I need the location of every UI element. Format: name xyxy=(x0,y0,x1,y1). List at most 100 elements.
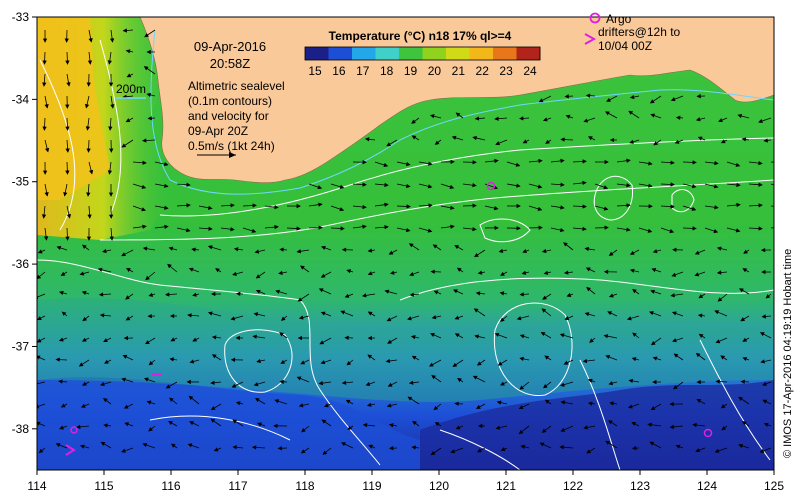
velocity-arrowhead xyxy=(478,423,483,429)
velocity-arrowhead xyxy=(564,316,570,320)
velocity-arrowhead xyxy=(362,204,367,210)
velocity-arrowhead xyxy=(735,162,741,167)
velocity-arrowhead xyxy=(714,161,719,166)
y-tick-label: -34 xyxy=(12,92,30,106)
velocity-arrowhead xyxy=(720,355,726,360)
y-tick-label: -33 xyxy=(12,10,30,24)
velocity-arrowhead xyxy=(545,139,550,144)
velocity-arrowhead xyxy=(78,362,84,367)
velocity-arrowhead xyxy=(518,405,524,409)
velocity-arrowhead xyxy=(275,289,280,294)
velocity-arrowhead xyxy=(58,337,64,342)
argo-legend-line3: 10/04 00Z xyxy=(598,39,652,53)
velocity-arrowhead xyxy=(107,170,113,175)
x-tick-label: 119 xyxy=(362,479,381,493)
velocity-arrowhead xyxy=(560,158,565,164)
velocity-arrowhead xyxy=(37,316,42,320)
velocity-arrowhead xyxy=(186,182,191,187)
velocity-arrowhead xyxy=(649,311,654,316)
velocity-arrowhead xyxy=(320,360,326,365)
velocity-arrowhead xyxy=(516,316,522,321)
velocity-arrow xyxy=(770,227,774,229)
velocity-arrowhead xyxy=(361,293,367,298)
cool-patch-south-east xyxy=(420,380,774,470)
velocity-arrowhead xyxy=(542,117,548,122)
velocity-arrowhead xyxy=(494,332,500,337)
velocity-arrowhead xyxy=(236,291,241,296)
velocity-arrowhead xyxy=(65,170,70,175)
map-date: 09-Apr-2016 xyxy=(194,39,266,54)
velocity-arrowhead xyxy=(362,224,367,229)
colorbar-swatch xyxy=(469,47,494,60)
velocity-arrowhead xyxy=(187,313,192,318)
colorbar-swatch xyxy=(516,47,541,60)
velocity-arrowhead xyxy=(455,425,461,430)
altimetry-legend-line: (0.1m contours) xyxy=(188,94,272,108)
velocity-arrowhead xyxy=(763,138,768,143)
velocity-arrowhead xyxy=(230,203,235,208)
velocity-arrowhead xyxy=(42,126,47,131)
velocity-arrowhead xyxy=(60,271,66,276)
velocity-arrowhead xyxy=(145,340,150,345)
velocity-arrowhead xyxy=(164,224,169,229)
velocity-arrowhead xyxy=(499,291,505,296)
velocity-arrowhead xyxy=(453,289,458,294)
velocity-arrowhead xyxy=(320,273,326,278)
velocity-arrowhead xyxy=(147,313,152,319)
velocity-arrowhead xyxy=(60,403,66,408)
velocity-arrowhead xyxy=(649,441,655,446)
altimetry-legend-line: and velocity for xyxy=(188,109,269,123)
velocity-arrowhead xyxy=(475,404,481,409)
x-tick-label: 123 xyxy=(630,479,650,493)
velocity-arrowhead xyxy=(740,379,745,384)
velocity-arrowhead xyxy=(42,170,48,175)
velocity-arrowhead xyxy=(605,111,610,116)
velocity-arrowhead xyxy=(323,403,329,408)
velocity-arrowhead xyxy=(412,420,417,426)
velocity-arrowhead xyxy=(691,184,697,189)
velocity-arrowhead xyxy=(164,205,169,210)
velocity-arrowhead xyxy=(713,184,719,189)
velocity-arrowhead xyxy=(472,183,477,188)
colorbar-tick-label: 16 xyxy=(332,64,346,78)
velocity-arrowhead xyxy=(429,114,435,119)
velocity-arrowhead xyxy=(321,419,327,424)
velocity-arrowhead xyxy=(255,274,261,279)
velocity-arrowhead xyxy=(629,139,634,144)
velocity-arrowhead xyxy=(185,228,191,233)
velocity-arrowhead xyxy=(738,396,743,401)
velocity-arrowhead xyxy=(164,183,169,188)
velocity-arrowhead xyxy=(88,38,93,43)
velocity-arrowhead xyxy=(522,139,528,144)
velocity-arrowhead xyxy=(542,383,548,389)
velocity-arrowhead xyxy=(738,443,743,448)
velocity-arrowhead xyxy=(384,225,389,230)
velocity-arrowhead xyxy=(472,160,477,165)
velocity-arrow xyxy=(770,205,774,207)
velocity-arrowhead xyxy=(142,224,147,229)
velocity-arrowhead xyxy=(99,313,105,318)
velocity-arrowhead xyxy=(758,160,763,166)
velocity-arrowhead xyxy=(344,335,349,340)
velocity-arrowhead xyxy=(189,359,195,364)
velocity-arrowhead xyxy=(122,354,128,359)
velocity-arrowhead xyxy=(735,228,741,233)
velocity-arrowhead xyxy=(388,250,394,255)
velocity-arrowhead xyxy=(167,263,172,269)
velocity-arrowhead xyxy=(493,205,499,211)
velocity-arrowhead xyxy=(516,183,521,188)
velocity-arrowhead xyxy=(43,236,49,241)
velocity-arrowhead xyxy=(432,244,438,249)
velocity-arrowhead xyxy=(433,290,439,295)
velocity-arrowhead xyxy=(411,445,416,450)
velocity-arrowhead xyxy=(254,398,260,403)
colorbar-swatch xyxy=(446,47,470,60)
velocity-arrowhead xyxy=(494,158,499,164)
velocity-arrowhead xyxy=(163,161,169,167)
velocity-arrowhead xyxy=(210,380,215,385)
velocity-arrowhead xyxy=(125,295,130,300)
velocity-arrowhead xyxy=(141,207,147,212)
velocity-arrowhead xyxy=(191,247,196,252)
velocity-arrowhead xyxy=(716,270,722,275)
